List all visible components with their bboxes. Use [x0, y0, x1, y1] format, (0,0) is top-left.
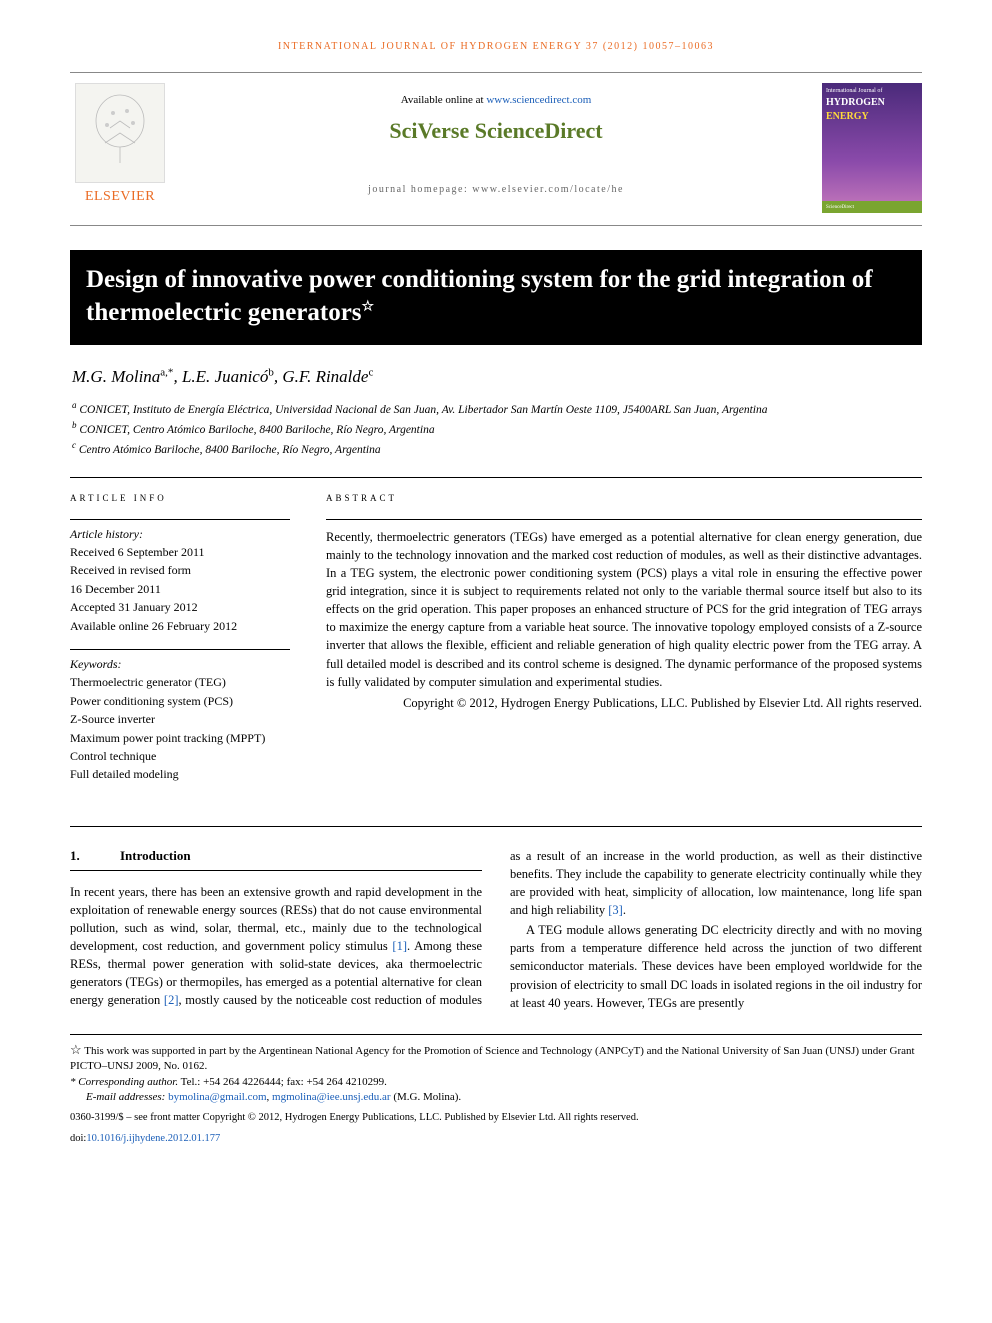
author-list: M.G. Molinaa,*, L.E. Juanicób, G.F. Rina…	[70, 365, 922, 389]
email-line: E-mail addresses: bymolina@gmail.com, mg…	[70, 1090, 922, 1105]
affiliation-b: b CONICET, Centro Atómico Bariloche, 840…	[72, 419, 922, 439]
affiliation-a: a CONICET, Instituto de Energía Eléctric…	[72, 399, 922, 419]
intro-para-2: A TEG module allows generating DC electr…	[510, 921, 922, 1012]
article-history-block: Article history: Received 6 September 20…	[70, 519, 290, 635]
star-icon: ☆	[70, 1042, 82, 1057]
corresponding-author-footnote: * Corresponding author. Tel.: +54 264 42…	[70, 1075, 922, 1090]
abstract-column: ABSTRACT Recently, thermoelectric genera…	[326, 492, 922, 798]
history-line: 16 December 2011	[70, 581, 290, 598]
cover-sciencedirect-strip: ScienceDirect	[822, 201, 922, 213]
email-2[interactable]: mgmolina@iee.unsj.edu.ar	[272, 1091, 391, 1103]
keyword: Full detailed modeling	[70, 766, 290, 783]
email-author: (M.G. Molina).	[391, 1091, 462, 1103]
affiliation-list: a CONICET, Instituto de Energía Eléctric…	[70, 399, 922, 459]
history-line: Available online 26 February 2012	[70, 618, 290, 635]
affiliation-c: c Centro Atómico Bariloche, 8400 Bariloc…	[72, 439, 922, 459]
article-info-heading: ARTICLE INFO	[70, 492, 290, 505]
header-center: Available online at www.sciencedirect.co…	[170, 83, 822, 197]
journal-cover-thumbnail: International Journal of HYDROGEN ENERGY…	[822, 83, 922, 213]
author-3: G.F. Rinalde	[282, 367, 368, 386]
title-footnote-star: ☆	[362, 299, 375, 314]
citation-1[interactable]: [1]	[392, 939, 407, 953]
journal-reference: INTERNATIONAL JOURNAL OF HYDROGEN ENERGY…	[70, 40, 922, 54]
corr-tel: Tel.: +54 264 4226444; fax: +54 264 4210…	[181, 1076, 387, 1088]
corr-label: * Corresponding author.	[70, 1076, 178, 1088]
email-label: E-mail addresses:	[86, 1091, 168, 1103]
cover-subtitle: International Journal of	[826, 87, 918, 95]
doi-line: doi:10.1016/j.ijhydene.2012.01.177	[70, 1132, 922, 1147]
info-abstract-row: ARTICLE INFO Article history: Received 6…	[70, 477, 922, 798]
author-1-affil: a,*	[160, 366, 173, 378]
section-number: 1.	[70, 847, 120, 866]
article-title: Design of innovative power conditioning …	[70, 250, 922, 345]
abstract-copyright: Copyright © 2012, Hydrogen Energy Public…	[326, 695, 922, 713]
keyword: Z-Source inverter	[70, 711, 290, 728]
abstract-heading: ABSTRACT	[326, 492, 922, 505]
abstract-text: Recently, thermoelectric generators (TEG…	[326, 519, 922, 691]
funding-footnote: ☆ This work was supported in part by the…	[70, 1041, 922, 1075]
homepage-prefix: journal homepage:	[368, 184, 472, 195]
homepage-url[interactable]: www.elsevier.com/locate/he	[472, 184, 624, 195]
title-text: Design of innovative power conditioning …	[86, 266, 873, 326]
keywords-heading: Keywords:	[70, 656, 290, 673]
article-info-column: ARTICLE INFO Article history: Received 6…	[70, 492, 290, 798]
section-1-heading: 1.Introduction	[70, 847, 482, 871]
issn-copyright-line: 0360-3199/$ – see front matter Copyright…	[70, 1111, 922, 1126]
history-line: Accepted 31 January 2012	[70, 599, 290, 616]
history-heading: Article history:	[70, 526, 290, 543]
journal-homepage: journal homepage: www.elsevier.com/locat…	[180, 183, 812, 197]
funding-text: This work was supported in part by the A…	[70, 1045, 915, 1072]
history-line: Received in revised form	[70, 562, 290, 579]
cover-title: HYDROGEN ENERGY	[826, 96, 918, 124]
elsevier-logo-block: ELSEVIER	[70, 83, 170, 207]
author-2-affil: b	[268, 366, 274, 378]
history-line: Received 6 September 2011	[70, 544, 290, 561]
keyword: Control technique	[70, 748, 290, 765]
keywords-block: Keywords: Thermoelectric generator (TEG)…	[70, 649, 290, 784]
sciencedirect-link[interactable]: www.sciencedirect.com	[486, 94, 591, 106]
publisher-header: ELSEVIER Available online at www.science…	[70, 72, 922, 226]
available-online-line: Available online at www.sciencedirect.co…	[180, 93, 812, 108]
keyword: Thermoelectric generator (TEG)	[70, 674, 290, 691]
citation-2[interactable]: [2]	[164, 993, 179, 1007]
doi-link[interactable]: 10.1016/j.ijhydene.2012.01.177	[86, 1133, 220, 1144]
cover-energy: ENERGY	[826, 111, 869, 122]
page-footnotes: ☆ This work was supported in part by the…	[70, 1034, 922, 1147]
available-prefix: Available online at	[401, 94, 487, 106]
body-text-columns: 1.Introduction In recent years, there ha…	[70, 826, 922, 1012]
elsevier-tree-icon	[75, 83, 165, 183]
author-2: L.E. Juanicó	[182, 367, 268, 386]
cover-hydrogen: HYDROGEN	[826, 97, 885, 108]
citation-3[interactable]: [3]	[608, 903, 623, 917]
author-3-affil: c	[368, 366, 373, 378]
text-run: .	[623, 903, 626, 917]
doi-label: doi:	[70, 1133, 86, 1144]
email-1[interactable]: bymolina@gmail.com	[168, 1091, 266, 1103]
author-1: M.G. Molina	[72, 367, 160, 386]
keyword: Power conditioning system (PCS)	[70, 693, 290, 710]
elsevier-wordmark: ELSEVIER	[70, 187, 170, 207]
sciverse-brand: SciVerse ScienceDirect	[180, 116, 812, 147]
keyword: Maximum power point tracking (MPPT)	[70, 730, 290, 747]
section-title: Introduction	[120, 848, 191, 863]
